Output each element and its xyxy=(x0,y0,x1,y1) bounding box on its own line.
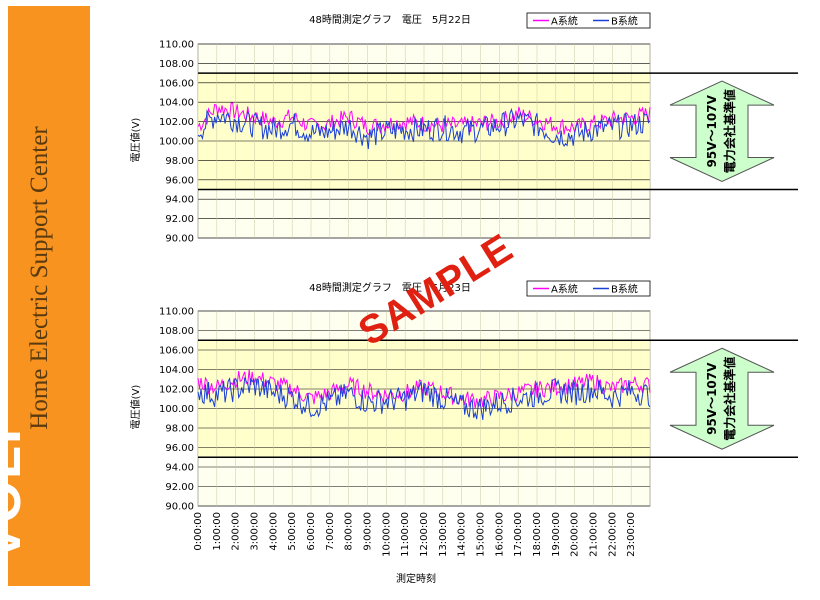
x-tick-label: 9:00:00 xyxy=(363,512,374,551)
y-tick-label: 92.00 xyxy=(165,482,194,493)
x-tick-label: 0:00:00 xyxy=(193,512,204,551)
legend-box xyxy=(526,280,651,297)
y-tick-label: 106.00 xyxy=(159,346,194,357)
y-tick-label: 96.00 xyxy=(165,175,194,186)
y-tick-label: 106.00 xyxy=(159,78,194,89)
y-tick-label: 92.00 xyxy=(165,214,194,225)
legend-label: B系統 xyxy=(611,283,638,296)
x-tick-label: 1:00:00 xyxy=(212,512,223,551)
y-axis-label: 電圧値(V) xyxy=(129,118,142,163)
reference-range-label: 95V～107V xyxy=(705,94,719,167)
y-tick-label: 100.00 xyxy=(159,137,194,148)
y-tick-label: 96.00 xyxy=(165,443,194,454)
x-tick-label: 23:00:00 xyxy=(626,512,637,557)
legend: A系統 B系統 xyxy=(526,280,651,297)
x-tick-label: 20:00:00 xyxy=(570,512,581,557)
series-line-b xyxy=(197,377,651,420)
x-tick-label: 2:00:00 xyxy=(231,512,242,551)
x-tick-label: 14:00:00 xyxy=(457,512,468,557)
legend-label: B系統 xyxy=(611,15,638,28)
x-tick-label: 4:00:00 xyxy=(268,512,279,551)
series-line-b xyxy=(197,107,651,150)
chart-title: 48時間測定グラフ 電圧 5月23日 xyxy=(309,281,471,294)
x-tick-label: 10:00:00 xyxy=(381,512,392,557)
reference-text-label: 電力会社基準値 xyxy=(722,357,737,441)
y-tick-label: 98.00 xyxy=(165,424,194,435)
x-tick-label: 3:00:00 xyxy=(250,512,261,551)
y-tick-label: 90.00 xyxy=(165,234,194,245)
x-tick-label: 17:00:00 xyxy=(513,512,524,557)
reference-arrow: 95V～107V 電力会社基準値 xyxy=(669,80,775,183)
y-tick-label: 104.00 xyxy=(159,365,194,376)
y-tick-label: 102.00 xyxy=(159,117,194,128)
x-tick-label: 16:00:00 xyxy=(494,512,505,557)
y-tick-label: 104.00 xyxy=(159,98,194,109)
y-tick-label: 108.00 xyxy=(159,326,194,337)
y-tick-label: 90.00 xyxy=(165,502,194,513)
x-tick-label: 19:00:00 xyxy=(551,512,562,557)
y-tick-label: 94.00 xyxy=(165,463,194,474)
x-tick-label: 12:00:00 xyxy=(419,512,430,557)
legend: A系統 B系統 xyxy=(526,12,651,29)
x-tick-label: 22:00:00 xyxy=(607,512,618,557)
chart-title: 48時間測定グラフ 電圧 5月22日 xyxy=(309,13,471,26)
reference-arrow-shape xyxy=(669,347,775,450)
reference-text-label: 電力会社基準値 xyxy=(722,89,737,173)
y-tick-label: 98.00 xyxy=(165,156,194,167)
y-tick-label: 100.00 xyxy=(159,404,194,415)
x-tick-label: 5:00:00 xyxy=(287,512,298,551)
y-axis-label: 電圧値(V) xyxy=(129,385,142,430)
reference-arrow-shape xyxy=(669,80,775,183)
x-tick-label: 6:00:00 xyxy=(306,512,317,551)
x-tick-label: 21:00:00 xyxy=(589,512,600,557)
reference-range-label: 95V～107V xyxy=(705,362,719,435)
x-axis-label: 測定時刻 xyxy=(396,572,436,585)
y-tick-label: 110.00 xyxy=(159,40,194,51)
x-tick-label: 7:00:00 xyxy=(325,512,336,551)
legend-label: A系統 xyxy=(551,15,578,28)
y-tick-label: 102.00 xyxy=(159,385,194,396)
y-tick-label: 94.00 xyxy=(165,195,194,206)
brand-sidebar: Home Electric Support Center VOLF xyxy=(0,6,90,586)
reference-arrow: 95V～107V 電力会社基準値 xyxy=(669,347,775,450)
y-tick-label: 110.00 xyxy=(159,307,194,318)
legend-box xyxy=(526,12,651,29)
x-tick-label: 11:00:00 xyxy=(400,512,411,557)
x-tick-label: 15:00:00 xyxy=(476,512,487,557)
x-tick-label: 13:00:00 xyxy=(438,512,449,557)
y-tick-label: 108.00 xyxy=(159,59,194,70)
x-tick-label: 8:00:00 xyxy=(344,512,355,551)
legend-label: A系統 xyxy=(551,283,578,296)
x-tick-label: 18:00:00 xyxy=(532,512,543,557)
